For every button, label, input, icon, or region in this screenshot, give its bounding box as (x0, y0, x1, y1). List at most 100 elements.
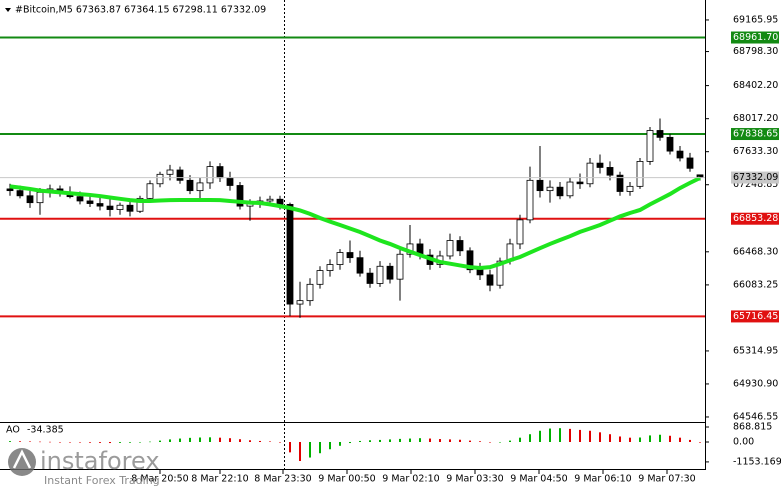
ao-bar (609, 434, 611, 442)
candle-body (336, 252, 344, 265)
chart-title: #Bitcoin,M5 67363.87 67364.15 67298.11 6… (15, 5, 266, 16)
ao-bar (249, 440, 251, 442)
y-tick-label: 868.815 (733, 421, 772, 432)
candle-body (676, 150, 684, 159)
ao-bar (109, 441, 111, 444)
candle-body (596, 162, 604, 168)
candle-body (586, 162, 594, 185)
ao-bar (409, 438, 411, 442)
ao-bar (599, 432, 601, 442)
candle-body (366, 272, 374, 284)
ao-bar (479, 441, 481, 442)
ao-bar (439, 439, 441, 442)
candle-body (166, 169, 174, 175)
candle-body (156, 173, 164, 185)
ao-bar (639, 437, 641, 442)
candle-body (76, 196, 84, 202)
candle-body (136, 197, 144, 212)
candle-body (96, 203, 104, 207)
candle-body (306, 283, 314, 302)
x-tick-label: 8 Mar 20:50 (131, 474, 188, 485)
ao-bar (509, 440, 511, 442)
ao-bar (399, 438, 401, 442)
candle-body (616, 174, 624, 192)
candle-body (86, 200, 94, 204)
candle-body (556, 186, 564, 197)
candle-body (186, 179, 194, 192)
y-tick-label: 69165.95 (733, 14, 778, 25)
candle-body (26, 195, 34, 204)
ao-bar (9, 441, 11, 442)
level-label: 68961.70 (733, 32, 778, 43)
last-price-box (731, 171, 779, 184)
candle-body (176, 169, 184, 181)
candle-body (446, 240, 454, 257)
candle-body (16, 190, 24, 197)
moving-average (9, 176, 701, 270)
ao-bar (19, 441, 21, 442)
ao-bar (489, 441, 491, 443)
candle-body (266, 198, 274, 202)
ao-bar (199, 437, 201, 442)
candle-body (456, 240, 464, 252)
ao-bar (579, 429, 581, 442)
ao-bar (69, 441, 71, 443)
level-box (731, 212, 779, 225)
ao-bar (129, 441, 131, 443)
ao-bar (359, 440, 361, 442)
ao-bar (329, 441, 331, 450)
ao-bar (159, 440, 161, 442)
pane-value: -34.385 (27, 425, 64, 436)
candle-body (546, 186, 554, 192)
candle-body (346, 252, 354, 259)
candle-body (626, 185, 634, 192)
candle-body (126, 204, 134, 212)
x-tick-label: 9 Mar 04:50 (510, 474, 567, 485)
ao-bar (99, 441, 101, 443)
level-box (731, 310, 779, 323)
candle-body (206, 166, 214, 184)
candle-body (566, 181, 574, 197)
level-label: 66853.28 (733, 213, 778, 224)
watermark-brand: instaforex (40, 447, 160, 475)
x-tick-label: 9 Mar 03:30 (446, 474, 503, 485)
ao-bar (569, 428, 571, 442)
ao-bar (169, 439, 171, 442)
y-tick-label: 66083.25 (733, 279, 778, 290)
y-tick-label: 68017.20 (733, 113, 778, 124)
watermark-tagline: Instant Forex Trading (44, 474, 160, 487)
ao-bar (309, 441, 311, 458)
y-tick-label: 66468.30 (733, 246, 778, 257)
ao-bar (79, 441, 81, 443)
ao-bar (219, 437, 221, 442)
ao-bar (469, 440, 471, 442)
ao-bar (449, 439, 451, 442)
ao-bar (289, 441, 291, 453)
candle-body (376, 265, 384, 284)
candle-body (6, 188, 14, 192)
candle-body (196, 182, 204, 192)
x-tick-label: 9 Mar 06:10 (574, 474, 631, 485)
candle-body (226, 177, 234, 186)
y-tick-label: 67633.30 (733, 146, 778, 157)
candle-body (496, 260, 504, 286)
ao-bar (259, 440, 261, 442)
candle-body (606, 167, 614, 176)
ao-bar (209, 437, 211, 442)
ao-bar (629, 437, 631, 442)
logo-mark (12, 449, 32, 469)
ao-bar (149, 441, 151, 443)
ao-bar (119, 441, 121, 443)
ao-bar (139, 441, 141, 443)
last-price-label: 67332.09 (733, 172, 778, 183)
candle-body (646, 130, 654, 162)
ao-bar (29, 441, 31, 442)
candle-body (466, 250, 474, 271)
ao-bar (379, 439, 381, 442)
candle-body (296, 300, 304, 305)
logo (8, 448, 36, 476)
ao-bar (659, 434, 661, 442)
ao-bar (319, 441, 321, 454)
candle-body (216, 166, 224, 179)
